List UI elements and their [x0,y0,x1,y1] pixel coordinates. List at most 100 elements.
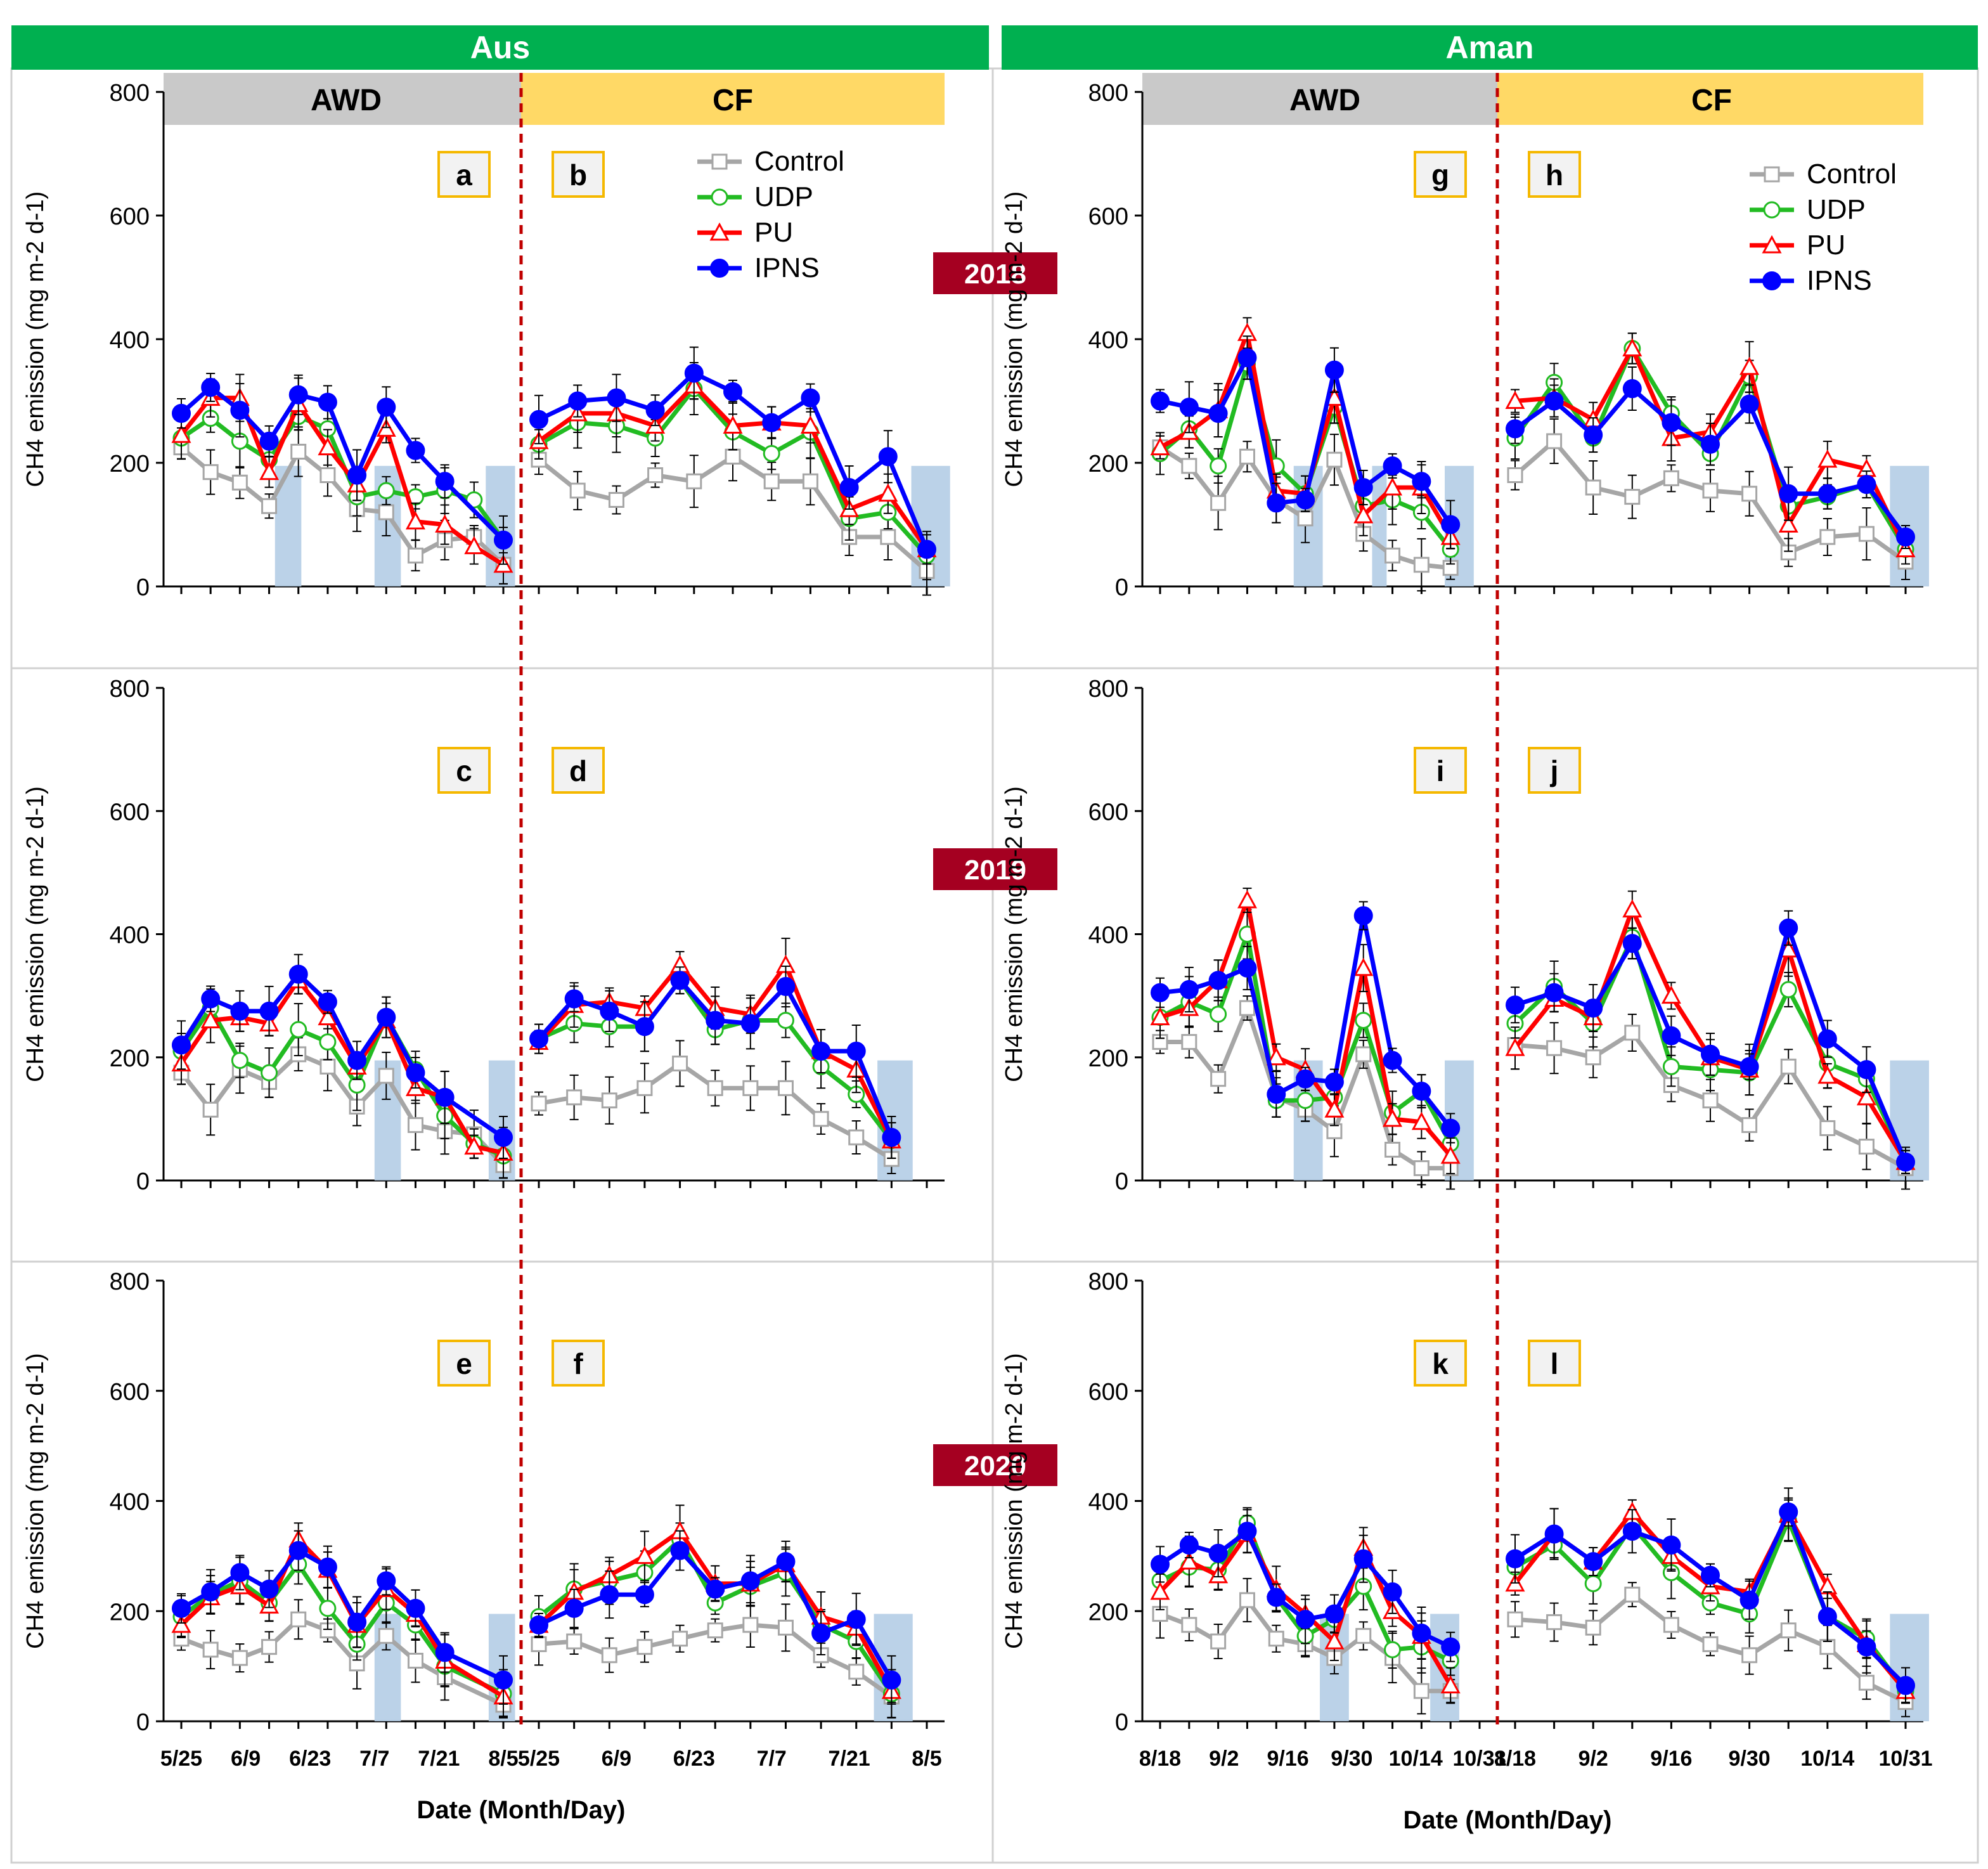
aman-awd-band [1142,73,1497,125]
data-point [259,1579,279,1599]
data-point [231,474,248,491]
data-point [1701,1044,1720,1064]
data-point [800,415,820,434]
x-tick-label: 7/21 [418,1747,460,1771]
data-point [1353,478,1373,497]
data-point [1268,1631,1284,1647]
data-point [763,444,780,462]
data-point [1740,394,1759,414]
data-point [1817,484,1837,503]
year-badge-2020 [933,1444,1057,1486]
data-point [259,431,279,451]
panel-label: d [569,754,587,787]
data-point [813,1111,829,1127]
data-point [494,1670,513,1690]
data-point [290,443,307,460]
aman-cf-band [1497,73,1923,125]
data-point [290,1611,307,1627]
data-point [1544,391,1564,411]
data-point [230,1001,250,1021]
data-point [172,404,191,423]
aus-section-header [11,25,989,70]
x-tick-label: 5/25 [160,1747,202,1771]
data-point [1584,425,1603,445]
y-axis-aus-2020: 0 200 400 600 800 CH4 emission (mg m-2 d-1) [22,1269,945,1736]
data-point [1663,1617,1679,1633]
data-point [882,1128,901,1148]
legend-label-ipns: IPNS [1807,265,1872,296]
y-axis-title: CH4 emission (mg m-2 d-1) [1001,191,1028,488]
legend-aus: Control UDP PU IPNS [697,146,844,283]
data-point [600,1001,619,1021]
data-point [529,1029,548,1049]
data-point [1857,1060,1876,1080]
data-point [318,1557,337,1577]
data-point [1384,547,1401,564]
data-point [635,1546,655,1564]
data-point [435,472,455,491]
data-point [531,1096,547,1112]
y-tick-label: 400 [110,327,150,354]
series-ipns-j [1506,910,1915,1174]
data-point [878,483,898,502]
legend-label-pu: PU [1807,230,1845,261]
data-point [1210,457,1227,475]
data-point [564,1598,584,1618]
data-point [1546,1040,1563,1056]
data-point [288,1541,308,1560]
legend-label-control: Control [1807,158,1897,190]
x-tick-label: 6/23 [289,1747,331,1771]
data-point [230,1563,250,1582]
panel-label-box [1528,747,1581,794]
data-point [1896,1152,1915,1172]
aus-cf-band [521,73,945,125]
data-point [1506,419,1525,439]
data-point [802,473,818,489]
data-point [377,482,395,500]
data-point [1779,918,1798,938]
panel-label-box [552,747,605,794]
data-point [1740,356,1760,375]
data-point [684,363,704,383]
data-point [635,1017,654,1037]
y-axis-aman-2020: 0 200 400 600 800 CH4 emission (mg m-2 d-1) [1001,1269,1923,1736]
data-point [1702,1092,1719,1109]
series-ipns-f [529,1530,901,1705]
data-point [1701,1565,1720,1585]
data-point [707,1080,723,1096]
data-point [1662,1536,1681,1555]
data-point [1702,482,1719,499]
data-point [1324,1631,1345,1650]
data-point [1237,1522,1257,1541]
aus-cf-label: CF [713,84,753,117]
data-point [377,1571,396,1591]
data-point [1383,477,1403,496]
data-point [600,1585,619,1605]
legend-marker [1763,201,1781,219]
data-point [1440,1675,1461,1694]
data-point [406,1598,425,1618]
legend-aman: Control UDP PU IPNS [1750,158,1897,296]
data-point [1210,495,1227,511]
year-badge-2019 [933,848,1057,890]
data-point [1239,448,1255,465]
data-point [1856,1087,1876,1106]
data-point [1741,1117,1758,1134]
data-point [1150,437,1170,456]
data-point [811,1042,831,1061]
data-point [1384,1141,1401,1158]
data-point [1662,1026,1681,1045]
y-tick-label: 0 [1115,1709,1128,1736]
data-point [1740,1590,1759,1610]
data-point [1355,1627,1372,1644]
data-point [848,1664,865,1680]
y-tick-label: 800 [1088,676,1128,702]
y-tick-label: 0 [136,1168,150,1195]
panel-label-box [437,1340,491,1387]
y-tick-label: 600 [110,204,150,230]
data-point [566,1089,583,1106]
data-point [376,418,396,437]
data-point [465,491,483,508]
data-point [1584,1552,1603,1572]
data-point [1778,514,1798,533]
